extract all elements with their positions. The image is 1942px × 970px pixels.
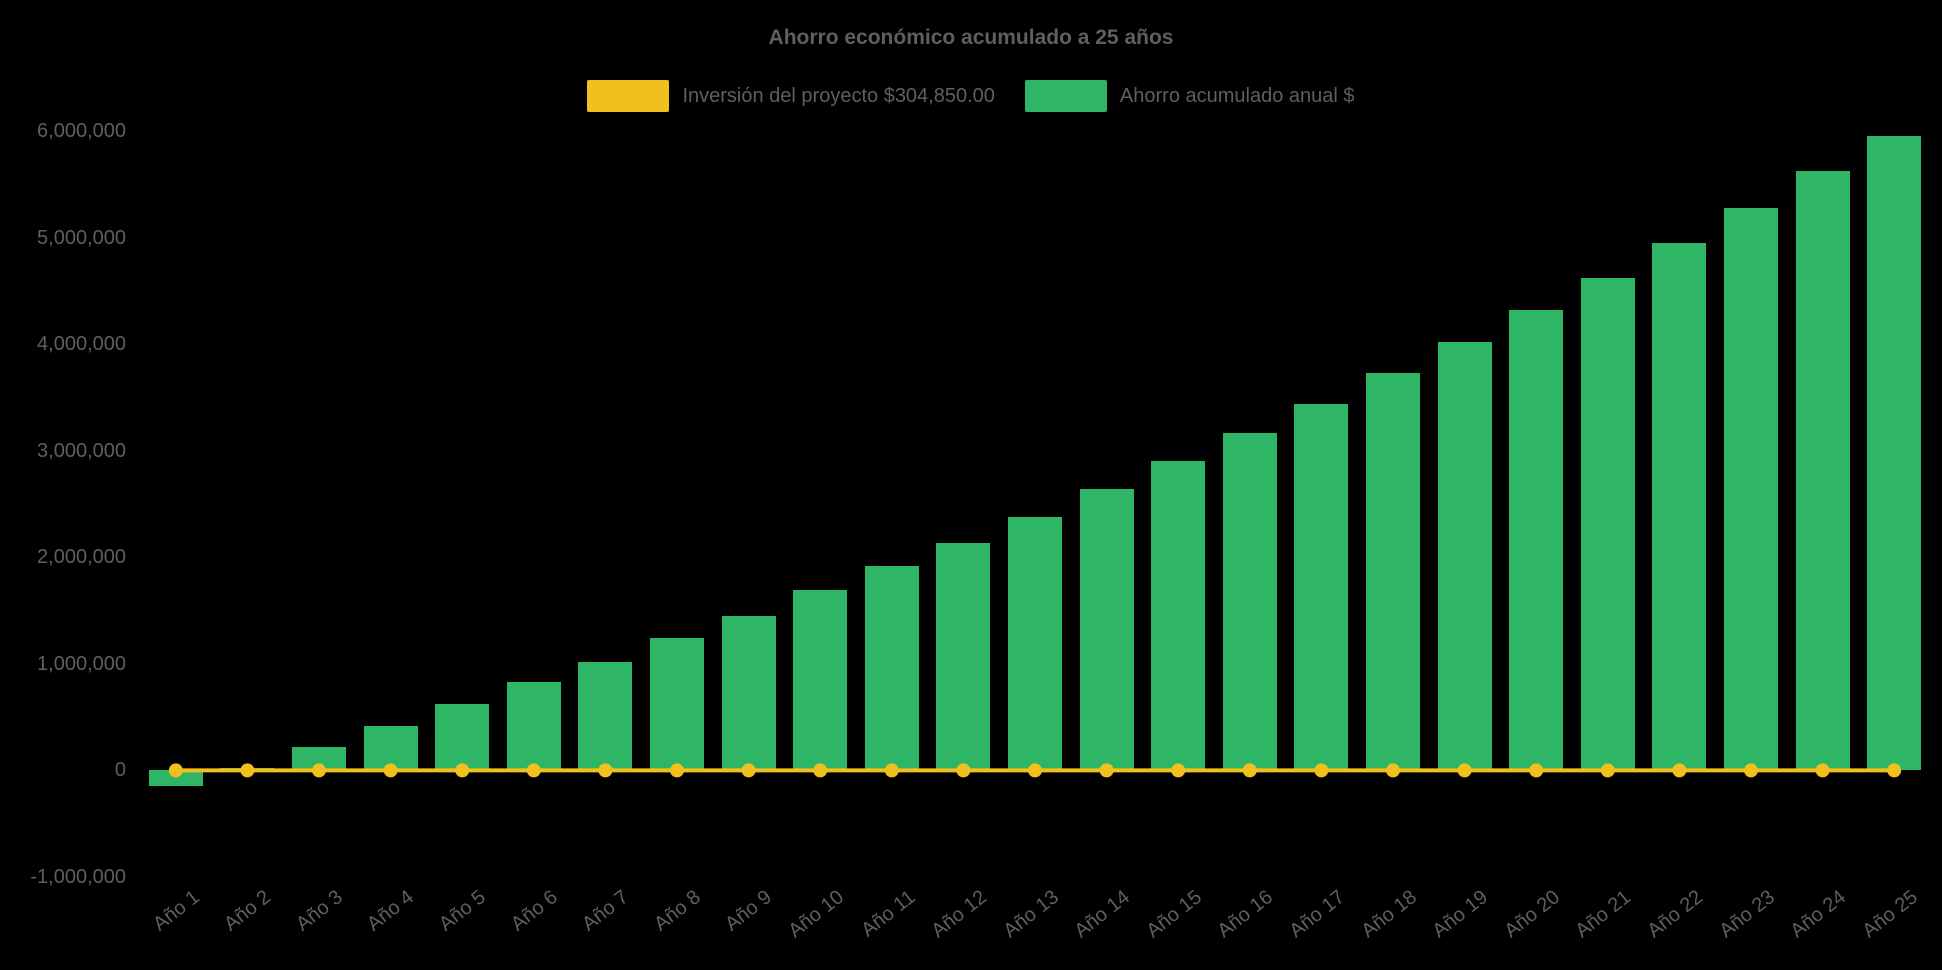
bar-año-14 bbox=[1079, 489, 1134, 771]
y-tick-label: 6,000,000 bbox=[37, 120, 126, 142]
x-label-año-24: Año 24 bbox=[1786, 886, 1851, 943]
bar-año-2 bbox=[220, 768, 275, 771]
bar-año-16 bbox=[1222, 432, 1277, 771]
bar-año-8 bbox=[650, 638, 704, 771]
x-label-año-16: Año 16 bbox=[1213, 886, 1278, 943]
x-label-año-13: Año 13 bbox=[999, 886, 1063, 943]
x-label-año-19: Año 19 bbox=[1428, 886, 1493, 943]
bar-año-19 bbox=[1437, 342, 1492, 771]
chart-title: Ahorro económico acumulado a 25 años bbox=[768, 26, 1174, 49]
x-label-año-15: Año 15 bbox=[1142, 886, 1206, 943]
x-label-año-21: Año 21 bbox=[1571, 886, 1636, 943]
bar-año-25 bbox=[1867, 136, 1922, 771]
bar-año-20 bbox=[1509, 310, 1564, 771]
x-label-año-18: Año 18 bbox=[1357, 886, 1421, 943]
x-label-año-25: Año 25 bbox=[1858, 886, 1922, 943]
x-label-año-6: Año 6 bbox=[506, 886, 562, 936]
x-label-año-8: Año 8 bbox=[649, 886, 705, 936]
legend-item-savings[interactable]: Ahorro acumulado anual $ bbox=[1024, 80, 1355, 112]
bar-año-17 bbox=[1294, 403, 1349, 771]
bar-año-10 bbox=[793, 590, 848, 771]
legend-swatch-investment bbox=[587, 80, 670, 112]
x-label-año-14: Año 14 bbox=[1070, 886, 1135, 943]
investment-point bbox=[240, 763, 255, 778]
legend-label-investment: Inversión del proyecto $304,850.00 bbox=[682, 84, 995, 107]
x-label-año-2: Año 2 bbox=[220, 886, 275, 936]
legend-label-savings: Ahorro acumulado anual $ bbox=[1119, 84, 1355, 107]
chart-legend: Inversión del proyecto $304,850.00 Ahorr… bbox=[0, 80, 1942, 112]
bar-año-5 bbox=[435, 704, 490, 771]
bar-año-15 bbox=[1151, 461, 1206, 771]
y-tick-label: 3,000,000 bbox=[37, 439, 126, 462]
y-tick-label: 1,000,000 bbox=[37, 652, 126, 675]
bar-año-23 bbox=[1724, 207, 1778, 771]
x-label-año-23: Año 23 bbox=[1715, 886, 1779, 943]
y-tick-label: 2,000,000 bbox=[37, 546, 126, 569]
bar-año-3 bbox=[292, 746, 346, 771]
bar-año-9 bbox=[721, 615, 776, 771]
bar-año-1 bbox=[148, 770, 203, 787]
bar-año-21 bbox=[1580, 278, 1635, 771]
bar-año-24 bbox=[1795, 171, 1850, 771]
y-tick-label: 0 bbox=[114, 759, 126, 782]
legend-item-investment[interactable]: Inversión del proyecto $304,850.00 bbox=[587, 80, 995, 112]
y-tick-label: -1,000,000 bbox=[30, 866, 126, 888]
x-label-año-12: Año 12 bbox=[927, 886, 991, 943]
bar-año-22 bbox=[1652, 242, 1707, 771]
x-label-año-3: Año 3 bbox=[291, 886, 347, 936]
x-label-año-17: Año 17 bbox=[1285, 886, 1349, 943]
x-label-año-10: Año 10 bbox=[784, 886, 848, 943]
x-label-año-22: Año 22 bbox=[1643, 886, 1707, 943]
x-label-año-20: Año 20 bbox=[1500, 886, 1564, 943]
x-label-año-11: Año 11 bbox=[857, 886, 920, 942]
bar-año-12 bbox=[936, 543, 991, 771]
x-label-año-9: Año 9 bbox=[721, 886, 777, 936]
bar-año-7 bbox=[578, 661, 633, 771]
x-label-año-5: Año 5 bbox=[435, 886, 490, 936]
x-label-año-1: Año 1 bbox=[148, 886, 204, 936]
bar-año-4 bbox=[363, 725, 418, 771]
bar-año-13 bbox=[1008, 516, 1062, 771]
bar-año-6 bbox=[506, 681, 561, 771]
x-label-año-4: Año 4 bbox=[363, 886, 419, 936]
legend-swatch-savings bbox=[1024, 80, 1107, 112]
x-label-año-7: Año 7 bbox=[578, 886, 633, 936]
y-tick-label: 4,000,000 bbox=[37, 333, 126, 356]
bar-año-11 bbox=[864, 565, 919, 771]
bar-año-18 bbox=[1366, 372, 1420, 771]
y-tick-label: 5,000,000 bbox=[37, 226, 126, 249]
